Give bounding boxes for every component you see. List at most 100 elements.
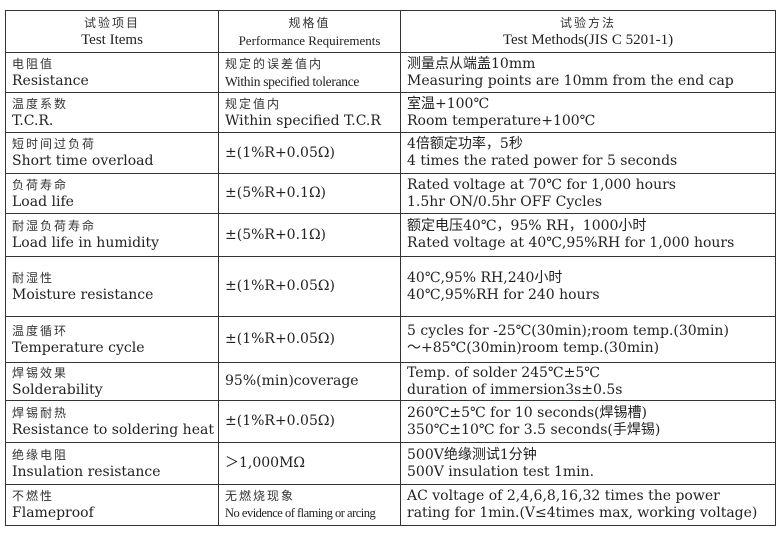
- item-zh: 焊锡效果: [12, 365, 69, 380]
- test-method-cell: 室温+100℃ Room temperature+100℃: [400, 92, 776, 133]
- requirement-cell: ±(1%R+0.05Ω): [218, 400, 401, 443]
- item-zh: 短时间过负荷: [12, 137, 97, 151]
- test-method-cell: AC voltage of 2,4,6,8,16,32 times the po…: [400, 484, 776, 526]
- item-en: Load life: [12, 193, 74, 210]
- item-en: Insulation resistance: [12, 463, 161, 480]
- item-en: Temperature cycle: [12, 339, 145, 356]
- item-zh: 负荷寿命: [12, 177, 69, 192]
- requirement-en: 95%(min)coverage: [225, 373, 359, 389]
- table-row: 耐湿负荷寿命 Load life in humidity ±(5%R+0.1Ω) 额定…: [5, 213, 776, 257]
- test-method-cell: 500V绝缘测试1分钟 500V insulation test 1min.: [400, 442, 776, 485]
- requirement-en: ±(1%R+0.05Ω): [225, 413, 335, 429]
- method-line-2: Room temperature+100℃: [407, 112, 596, 129]
- test-method-cell: 40℃,95% RH,240小时 40℃,95%RH for 240 hours: [400, 256, 776, 317]
- test-item-cell: 温度系数 T.C.R.: [5, 92, 219, 133]
- header-zh: 试验方法: [559, 15, 616, 30]
- method-line-2: rating for 1min.(V≤4times max, working v…: [407, 505, 758, 521]
- requirement-cell: ±(1%R+0.05Ω): [218, 132, 401, 174]
- test-method-cell: 260℃±5℃ for 10 seconds(焊锡槽) 350℃±10℃ for …: [400, 400, 776, 443]
- requirement-en: ±(5%R+0.1Ω): [225, 185, 327, 201]
- item-zh: 耐湿性: [12, 270, 55, 285]
- table-row: 耐湿性 Moisture resistance ±(1%R+0.05Ω) 40℃,95…: [5, 256, 776, 317]
- method-line-2: 350℃±10℃ for 3.5 seconds(手焊锡): [407, 421, 661, 438]
- requirement-en: ±(5%R+0.1Ω): [225, 226, 327, 243]
- method-line-2: 1.5hr ON/0.5hr OFF Cycles: [407, 193, 603, 210]
- method-line-1: 40℃,95% RH,240小时: [407, 269, 563, 286]
- requirement-cell: 规定值内 Within specified T.C.R: [218, 92, 401, 133]
- requirement-cell: 95%(min)coverage: [218, 362, 401, 401]
- test-item-cell: 负荷寿命 Load life: [5, 173, 219, 214]
- header-en: Test Items: [81, 31, 143, 48]
- method-line-1: 额定电压40℃，95% RH，1000小时: [407, 218, 647, 234]
- item-en: Moisture resistance: [12, 286, 154, 303]
- test-method-cell: Temp. of solder 245℃±5℃ duration of immer…: [400, 362, 776, 401]
- test-item-cell: 耐湿负荷寿命 Load life in humidity: [5, 213, 219, 257]
- method-line-2: 40℃,95%RH for 240 hours: [407, 286, 600, 303]
- item-en: Load life in humidity: [12, 235, 160, 251]
- test-item-cell: 电阻值 Resistance: [5, 52, 219, 93]
- item-en: Resistance: [12, 72, 89, 89]
- test-specification-table: 试验项目 Test Items 规格值 Performance Requiremen…: [5, 10, 776, 526]
- requirement-cell: ±(5%R+0.1Ω): [218, 173, 401, 214]
- requirement-zh: 规定值内: [225, 96, 282, 111]
- table-row: 温度系数 T.C.R. 规定值内 Within specified T.C.R 室温+1…: [5, 92, 776, 133]
- requirement-en: Within specified T.C.R: [225, 112, 381, 129]
- test-item-cell: 焊锡耐热 Resistance to soldering heat: [5, 400, 219, 443]
- requirement-cell: ±(1%R+0.05Ω): [218, 256, 401, 317]
- method-line-1: AC voltage of 2,4,6,8,16,32 times the po…: [407, 488, 720, 504]
- method-line-1: Rated voltage at 70℃ for 1,000 hours: [407, 176, 676, 193]
- item-zh: 电阻值: [12, 56, 55, 71]
- item-zh: 绝缘电阻: [12, 447, 69, 462]
- test-method-cell: Rated voltage at 70℃ for 1,000 hours 1.5h…: [400, 173, 776, 214]
- header-test-methods: 试验方法 Test Methods(JIS C 5201-1): [400, 10, 776, 53]
- header-en: Performance Requirements: [238, 32, 381, 48]
- item-zh: 焊锡耐热: [12, 405, 69, 420]
- item-zh: 温度循环: [12, 323, 69, 338]
- test-method-cell: 测量点从端盖10mm Measuring points are 10mm from…: [400, 52, 776, 93]
- method-line-1: 测量点从端盖10mm: [407, 55, 536, 72]
- requirement-cell: ＞1,000MΩ: [218, 442, 401, 485]
- header-zh: 试验项目: [83, 15, 140, 30]
- requirement-en: ±(1%R+0.05Ω): [225, 278, 335, 294]
- table-header-row: 试验项目 Test Items 规格值 Performance Requiremen…: [5, 10, 776, 53]
- requirement-zh: 无燃烧现象: [225, 489, 296, 503]
- test-item-cell: 耐湿性 Moisture resistance: [5, 256, 219, 317]
- requirement-en: ＞1,000MΩ: [225, 455, 306, 471]
- requirement-cell: ±(1%R+0.05Ω): [218, 316, 401, 363]
- header-test-items: 试验项目 Test Items: [5, 10, 219, 53]
- item-en: Flameproof: [12, 505, 94, 521]
- item-en: Short time overload: [12, 153, 154, 169]
- table-row: 短时间过负荷 Short time overload ±(1%R+0.05Ω) 4倍额…: [5, 132, 776, 174]
- test-method-cell: 5 cycles for -25℃(30min);room temp.(30mi…: [400, 316, 776, 363]
- table-row: 温度循环 Temperature cycle ±(1%R+0.05Ω) 5 cycle…: [5, 316, 776, 363]
- requirement-en: Within specified tolerance: [225, 73, 360, 89]
- requirement-cell: 无燃烧现象 No evidence of flaming or arcing: [218, 484, 401, 526]
- test-item-cell: 不燃性 Flameproof: [5, 484, 219, 526]
- test-method-cell: 4倍额定功率，5秒 4 times the rated power for 5 s…: [400, 132, 776, 174]
- method-line-1: 260℃±5℃ for 10 seconds(焊锡槽): [407, 404, 647, 421]
- test-method-cell: 额定电压40℃，95% RH，1000小时 Rated voltage at 40…: [400, 213, 776, 257]
- method-line-1: 500V绝缘测试1分钟: [407, 446, 537, 463]
- requirement-cell: 规定的误差值内 Within specified tolerance: [218, 52, 401, 93]
- item-zh: 不燃性: [12, 489, 55, 503]
- test-item-cell: 短时间过负荷 Short time overload: [5, 132, 219, 174]
- requirement-en: ±(1%R+0.05Ω): [225, 331, 335, 347]
- requirement-en: ±(1%R+0.05Ω): [225, 144, 335, 161]
- test-item-cell: 焊锡效果 Solderability: [5, 362, 219, 401]
- header-en: Test Methods(JIS C 5201-1): [502, 31, 674, 48]
- method-line-2: Rated voltage at 40℃,95%RH for 1,000 hou…: [407, 235, 735, 251]
- table-row: 焊锡耐热 Resistance to soldering heat ±(1%R+0.…: [5, 400, 776, 443]
- header-performance: 规格值 Performance Requirements: [218, 10, 401, 53]
- header-zh: 规格值: [288, 15, 331, 30]
- requirement-cell: ±(5%R+0.1Ω): [218, 213, 401, 257]
- test-item-cell: 温度循环 Temperature cycle: [5, 316, 219, 363]
- requirement-en: No evidence of flaming or arcing: [225, 506, 376, 520]
- method-line-2: Measuring points are 10mm from the end c…: [407, 72, 734, 89]
- method-line-1: 室温+100℃: [407, 95, 490, 112]
- item-zh: 耐湿负荷寿命: [12, 219, 97, 233]
- method-line-2: duration of immersion3s±0.5s: [407, 381, 623, 398]
- item-en: Resistance to soldering heat: [12, 421, 214, 438]
- method-line-2: 4 times the rated power for 5 seconds: [407, 153, 678, 169]
- table-row: 负荷寿命 Load life ±(5%R+0.1Ω) Rated voltage at…: [5, 173, 776, 214]
- item-en: Solderability: [12, 381, 103, 398]
